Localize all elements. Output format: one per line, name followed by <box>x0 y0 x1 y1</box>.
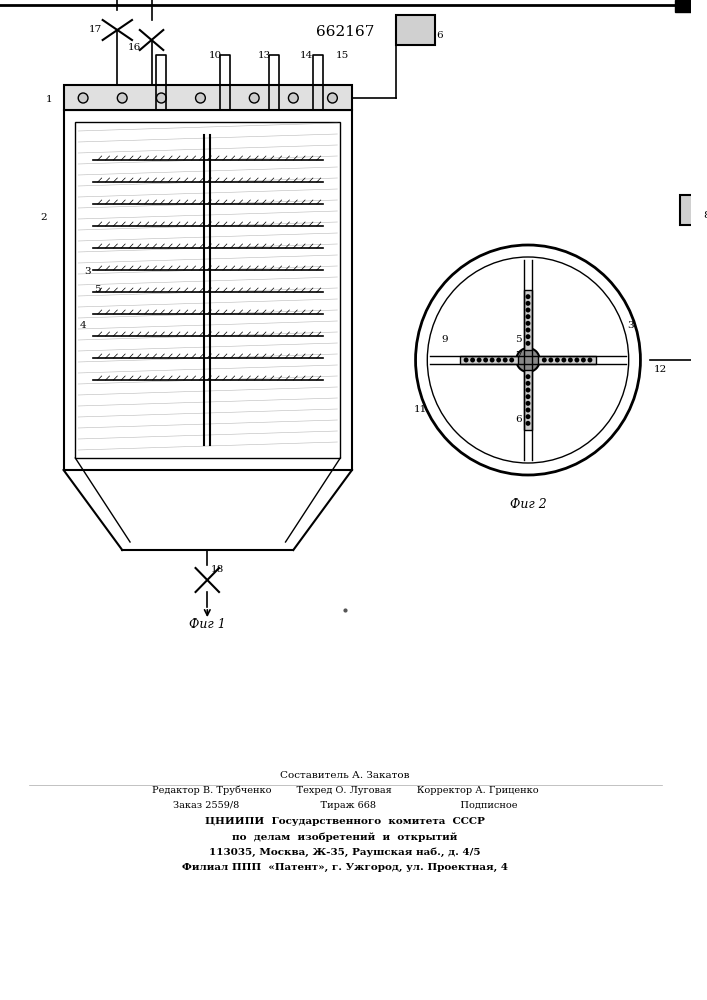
Text: 1: 1 <box>45 96 52 104</box>
Circle shape <box>250 93 259 103</box>
Text: 16: 16 <box>127 43 141 52</box>
Circle shape <box>525 301 530 306</box>
Text: по  делам  изобретений  и  открытий: по делам изобретений и открытий <box>233 832 458 842</box>
Text: 14: 14 <box>300 50 312 60</box>
Circle shape <box>525 294 530 299</box>
Text: 9: 9 <box>442 336 448 344</box>
Text: Редактор В. Трубченко        Техред О. Луговая        Корректор А. Гриценко: Редактор В. Трубченко Техред О. Луговая … <box>152 785 539 795</box>
Circle shape <box>525 328 530 332</box>
Text: 662167: 662167 <box>316 25 374 39</box>
Text: ЦНИИПИ  Государственного  комитета  СССР: ЦНИИПИ Государственного комитета СССР <box>205 818 485 826</box>
Circle shape <box>525 414 530 419</box>
Text: Фиг 1: Фиг 1 <box>189 618 226 632</box>
Circle shape <box>525 394 530 399</box>
Text: 10: 10 <box>209 50 222 60</box>
Circle shape <box>561 358 566 362</box>
Text: Заказ 2559/8                          Тираж 668                           Подпис: Заказ 2559/8 Тираж 668 Подпис <box>173 800 518 810</box>
Circle shape <box>549 358 554 362</box>
Bar <box>679 195 707 225</box>
Circle shape <box>525 401 530 406</box>
Text: 15: 15 <box>336 50 349 60</box>
Bar <box>64 85 352 110</box>
Bar <box>524 290 532 350</box>
Text: 7: 7 <box>515 351 522 360</box>
Text: 3: 3 <box>85 267 91 276</box>
Circle shape <box>525 334 530 339</box>
Circle shape <box>490 358 495 362</box>
Text: 12: 12 <box>653 365 667 374</box>
Text: 8: 8 <box>703 211 707 220</box>
Circle shape <box>516 348 539 372</box>
Text: Филиал ППП  «Патент», г. Ужгород, ул. Проектная, 4: Филиал ППП «Патент», г. Ужгород, ул. Про… <box>182 862 508 872</box>
Circle shape <box>477 358 481 362</box>
Circle shape <box>525 421 530 426</box>
Circle shape <box>525 341 530 346</box>
Circle shape <box>496 358 501 362</box>
Circle shape <box>117 93 127 103</box>
Circle shape <box>196 93 205 103</box>
Circle shape <box>483 358 488 362</box>
Circle shape <box>575 358 579 362</box>
Circle shape <box>542 358 547 362</box>
Text: 6: 6 <box>437 30 443 39</box>
Circle shape <box>525 308 530 312</box>
Bar <box>460 356 518 364</box>
Circle shape <box>525 387 530 392</box>
Circle shape <box>525 314 530 319</box>
Text: 5: 5 <box>515 336 522 344</box>
Circle shape <box>327 93 337 103</box>
Text: 4: 4 <box>80 322 86 330</box>
Circle shape <box>555 358 560 362</box>
Circle shape <box>464 358 469 362</box>
Circle shape <box>470 358 475 362</box>
Circle shape <box>288 93 298 103</box>
Bar <box>64 110 352 470</box>
Circle shape <box>156 93 166 103</box>
Circle shape <box>525 321 530 326</box>
Text: Фиг 2: Фиг 2 <box>510 498 547 512</box>
Circle shape <box>503 358 508 362</box>
Text: 17: 17 <box>89 25 103 34</box>
Circle shape <box>525 374 530 379</box>
Text: 113035, Москва, Ж-35, Раушская наб., д. 4/5: 113035, Москва, Ж-35, Раушская наб., д. … <box>209 847 481 857</box>
Text: Составитель А. Закатов: Составитель А. Закатов <box>281 770 410 780</box>
Circle shape <box>509 358 514 362</box>
Circle shape <box>525 408 530 412</box>
Text: 3: 3 <box>627 320 634 330</box>
Text: 5: 5 <box>95 286 101 294</box>
Text: 11: 11 <box>414 406 427 414</box>
Circle shape <box>525 381 530 386</box>
Bar <box>524 370 532 430</box>
Circle shape <box>78 93 88 103</box>
Bar <box>75 122 340 458</box>
Text: 6: 6 <box>515 416 522 424</box>
Bar <box>396 15 435 45</box>
Text: 18: 18 <box>211 566 223 574</box>
Circle shape <box>588 358 592 362</box>
Circle shape <box>568 358 573 362</box>
Text: 13: 13 <box>257 50 271 60</box>
Text: 2: 2 <box>41 214 47 223</box>
Circle shape <box>581 358 586 362</box>
Bar <box>674 0 691 12</box>
Bar <box>538 356 597 364</box>
